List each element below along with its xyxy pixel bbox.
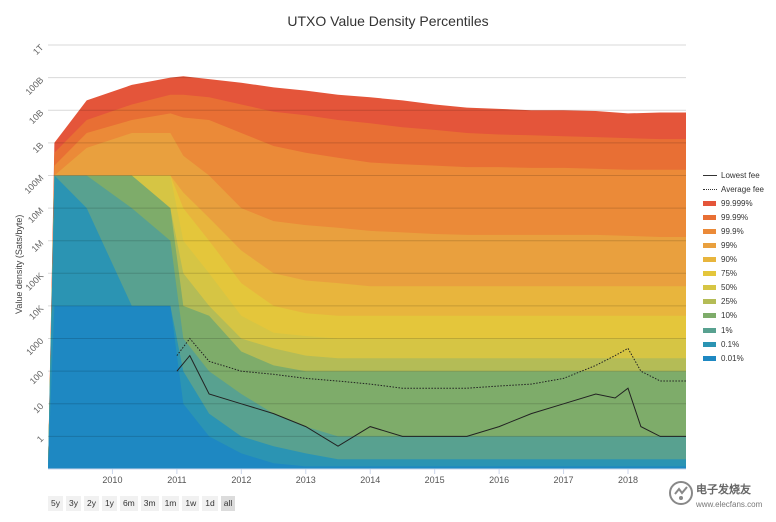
x-tick-label: 2014 xyxy=(360,475,380,485)
series-average-fee xyxy=(176,337,686,389)
series-lowest-fee xyxy=(176,354,686,447)
band-1% xyxy=(48,175,686,469)
range-button-1m[interactable]: 1m xyxy=(161,496,180,511)
band-0.01% xyxy=(48,305,686,469)
legend-item[interactable]: Average fee xyxy=(703,182,775,196)
x-tick-label: 2012 xyxy=(231,475,251,485)
legend-label: 75% xyxy=(721,269,738,279)
x-tick-label: 2017 xyxy=(554,475,574,485)
y-tick-label: 100K xyxy=(23,271,45,293)
legend-color-swatch xyxy=(703,341,716,347)
legend-color-swatch xyxy=(703,271,716,277)
y-tick-label: 10K xyxy=(27,303,45,321)
y-tick-label: 1000 xyxy=(24,336,45,357)
legend-item[interactable]: 99.99% xyxy=(703,210,775,224)
fee-lines xyxy=(176,337,686,447)
y-tick-label: 1B xyxy=(31,140,46,155)
range-button-6m[interactable]: 6m xyxy=(119,496,138,511)
legend-item[interactable]: 99.999% xyxy=(703,196,775,210)
x-tick-label: 2016 xyxy=(489,475,509,485)
legend-label: 99.999% xyxy=(721,198,753,208)
legend-color-swatch xyxy=(703,285,716,291)
legend-item[interactable]: 75% xyxy=(703,267,775,281)
legend-color-swatch xyxy=(703,257,716,263)
y-axis-ticks: 1 10 100 1000 10K 100K 1M 10M 100M 1B 10B 100B 1T xyxy=(22,42,45,444)
y-tick-label: 10B xyxy=(27,108,45,126)
legend-label: Average fee xyxy=(721,184,764,194)
range-button-1d[interactable]: 1d xyxy=(202,496,218,511)
x-tick-label: 2011 xyxy=(167,475,186,485)
legend-label: 0.01% xyxy=(721,353,744,363)
range-button-5y[interactable]: 5y xyxy=(48,496,63,511)
legend-item[interactable]: 25% xyxy=(703,295,775,309)
legend-color-swatch xyxy=(703,200,716,206)
legend-label: 0.1% xyxy=(721,339,740,349)
legend-line-swatch xyxy=(703,174,717,176)
legend-color-swatch xyxy=(703,299,716,305)
legend-item[interactable]: 1% xyxy=(703,323,775,337)
y-tick-label: 100M xyxy=(22,173,45,196)
chart-plot: 1 10 100 1000 10K 100K 1M 10M 100M 1B 10B 100B 1T 20… xyxy=(14,42,686,485)
y-tick-label: 1 xyxy=(35,434,46,445)
range-button-3m[interactable]: 3m xyxy=(140,496,159,511)
y-tick-label: 100 xyxy=(28,368,46,386)
legend-color-swatch xyxy=(703,313,716,319)
y-tick-label: 100B xyxy=(23,75,45,97)
range-button-1y[interactable]: 1y xyxy=(101,496,117,511)
x-tick-label: 2018 xyxy=(618,475,638,485)
range-button-2y[interactable]: 2y xyxy=(83,496,99,511)
legend-label: Lowest fee xyxy=(721,170,760,180)
range-button-all[interactable]: all xyxy=(220,496,236,511)
legend-color-swatch xyxy=(703,228,716,234)
legend-item[interactable]: 90% xyxy=(703,253,775,267)
legend-color-swatch xyxy=(703,355,716,361)
range-selector: 5y 3y 2y 1y 6m 3m 1m 1w 1d all xyxy=(48,496,236,511)
elecfans-logo-icon xyxy=(669,481,693,505)
legend-item[interactable]: 50% xyxy=(703,281,775,295)
legend-line-swatch xyxy=(703,188,717,190)
y-tick-label: 1T xyxy=(31,42,46,57)
legend-item[interactable]: 10% xyxy=(703,309,775,323)
x-tick-label: 2010 xyxy=(102,475,122,485)
watermark-name: 电子发烧友 xyxy=(696,484,751,496)
legend-item[interactable]: 0.01% xyxy=(703,351,775,365)
watermark: 电子发烧友 www.elecfans.com xyxy=(668,478,768,518)
x-tick-label: 2013 xyxy=(296,475,316,485)
range-button-3y[interactable]: 3y xyxy=(65,496,81,511)
legend-label: 99.9% xyxy=(721,226,744,236)
legend-label: 90% xyxy=(721,255,738,265)
legend-label: 25% xyxy=(721,297,738,307)
x-axis-ticks: 2010 2011 2012 2013 2014 2015 2016 2017 2018 xyxy=(48,468,686,485)
legend-color-swatch xyxy=(703,214,716,220)
y-axis-title: Value density (Sats/byte) xyxy=(14,215,24,314)
chart-title: UTXO Value Density Percentiles xyxy=(287,13,489,29)
percentile-bands xyxy=(48,76,686,470)
legend-color-swatch xyxy=(703,243,716,249)
legend-color-swatch xyxy=(703,327,716,333)
legend-item[interactable]: 0.1% xyxy=(703,337,775,351)
legend-label: 99.99% xyxy=(721,212,749,222)
watermark-url: www.elecfans.com xyxy=(696,500,763,509)
legend-item[interactable]: 99% xyxy=(703,238,775,252)
legend-label: 1% xyxy=(721,325,733,335)
y-tick-label: 10M xyxy=(26,205,45,224)
grid-lines xyxy=(48,44,686,437)
range-button-1w[interactable]: 1w xyxy=(182,496,200,511)
legend-label: 99% xyxy=(721,241,738,251)
x-tick-label: 2015 xyxy=(425,475,445,485)
legend-item[interactable]: Lowest fee xyxy=(703,168,775,182)
legend: Lowest fee Average fee 99.999% 99.99% 99.9% 9… xyxy=(703,168,775,365)
y-tick-label: 10 xyxy=(31,401,45,415)
legend-item[interactable]: 99.9% xyxy=(703,224,775,238)
legend-label: 50% xyxy=(721,283,738,293)
y-tick-label: 1M xyxy=(29,238,45,254)
legend-label: 10% xyxy=(721,311,738,321)
